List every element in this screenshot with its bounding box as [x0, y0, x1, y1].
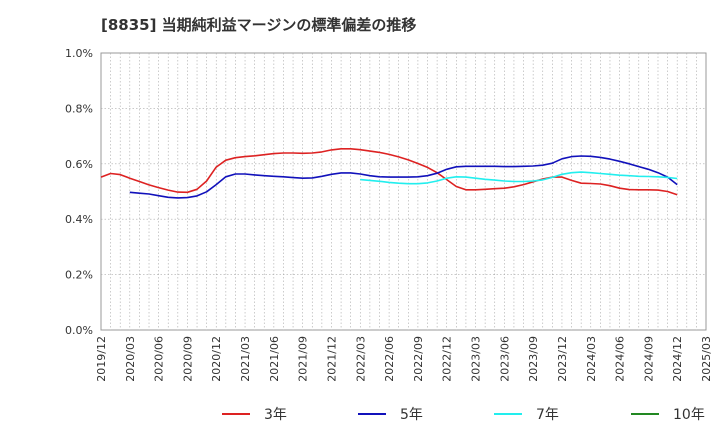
x-tick-label: 2023/03: [470, 336, 483, 382]
legend-item-0: 3年: [222, 407, 287, 423]
x-tick-label: 2020/12: [210, 336, 223, 382]
series-line-1: [129, 155, 678, 199]
x-tick-label: 2019/12: [95, 336, 108, 382]
x-tick-label: 2022/03: [354, 336, 367, 382]
legend-item-2: 7年: [494, 407, 559, 423]
x-tick-label: 2022/12: [441, 336, 454, 382]
series-lines: [100, 148, 678, 199]
legend-item-3: 10年: [631, 407, 705, 423]
x-tick-label: 2021/06: [268, 336, 281, 382]
x-tick-label: 2024/03: [585, 336, 598, 382]
x-tick-label: 2020/06: [153, 336, 166, 382]
x-tick-label: 2025/03: [700, 336, 713, 382]
x-tick-label: 2022/09: [412, 336, 425, 382]
legend-label: 3年: [264, 407, 287, 423]
grid-lines: [101, 53, 706, 330]
x-tick-label: 2023/12: [556, 336, 569, 382]
series-line-0: [100, 148, 678, 196]
x-axis: 2019/12 2020/03 2020/06 2020/09 2020/12 2021/…: [95, 336, 713, 382]
y-tick-label: 0.6%: [65, 158, 93, 171]
x-tick-label: 2021/12: [325, 336, 338, 382]
legend-label: 5年: [400, 407, 423, 423]
series-line-2: [360, 171, 678, 185]
x-tick-label: 2020/09: [181, 336, 194, 382]
x-tick-label: 2024/12: [671, 336, 684, 382]
x-tick-label: 2020/03: [124, 336, 137, 382]
y-axis: 0.0% 0.2% 0.4% 0.6% 0.8% 1.0%: [65, 47, 93, 337]
x-tick-label: 2021/09: [297, 336, 310, 382]
plot-area: [100, 52, 707, 331]
legend: 3年 5年 7年 10年: [222, 407, 705, 423]
x-tick-label: 2023/06: [498, 336, 511, 382]
y-tick-label: 0.2%: [65, 269, 93, 282]
x-tick-label: 2024/09: [642, 336, 655, 382]
legend-label: 7年: [536, 407, 559, 423]
x-tick-label: 2023/09: [527, 336, 540, 382]
legend-label: 10年: [673, 407, 705, 423]
y-tick-label: 0.8%: [65, 102, 93, 115]
x-tick-label: 2021/03: [239, 336, 252, 382]
y-tick-label: 0.0%: [65, 324, 93, 337]
x-tick-label: 2024/06: [614, 336, 627, 382]
y-tick-label: 1.0%: [65, 47, 93, 60]
chart-title: [8835] 当期純利益マージンの標準偏差の推移: [101, 16, 417, 34]
y-tick-label: 0.4%: [65, 213, 93, 226]
legend-item-1: 5年: [358, 407, 423, 423]
x-tick-label: 2022/06: [383, 336, 396, 382]
